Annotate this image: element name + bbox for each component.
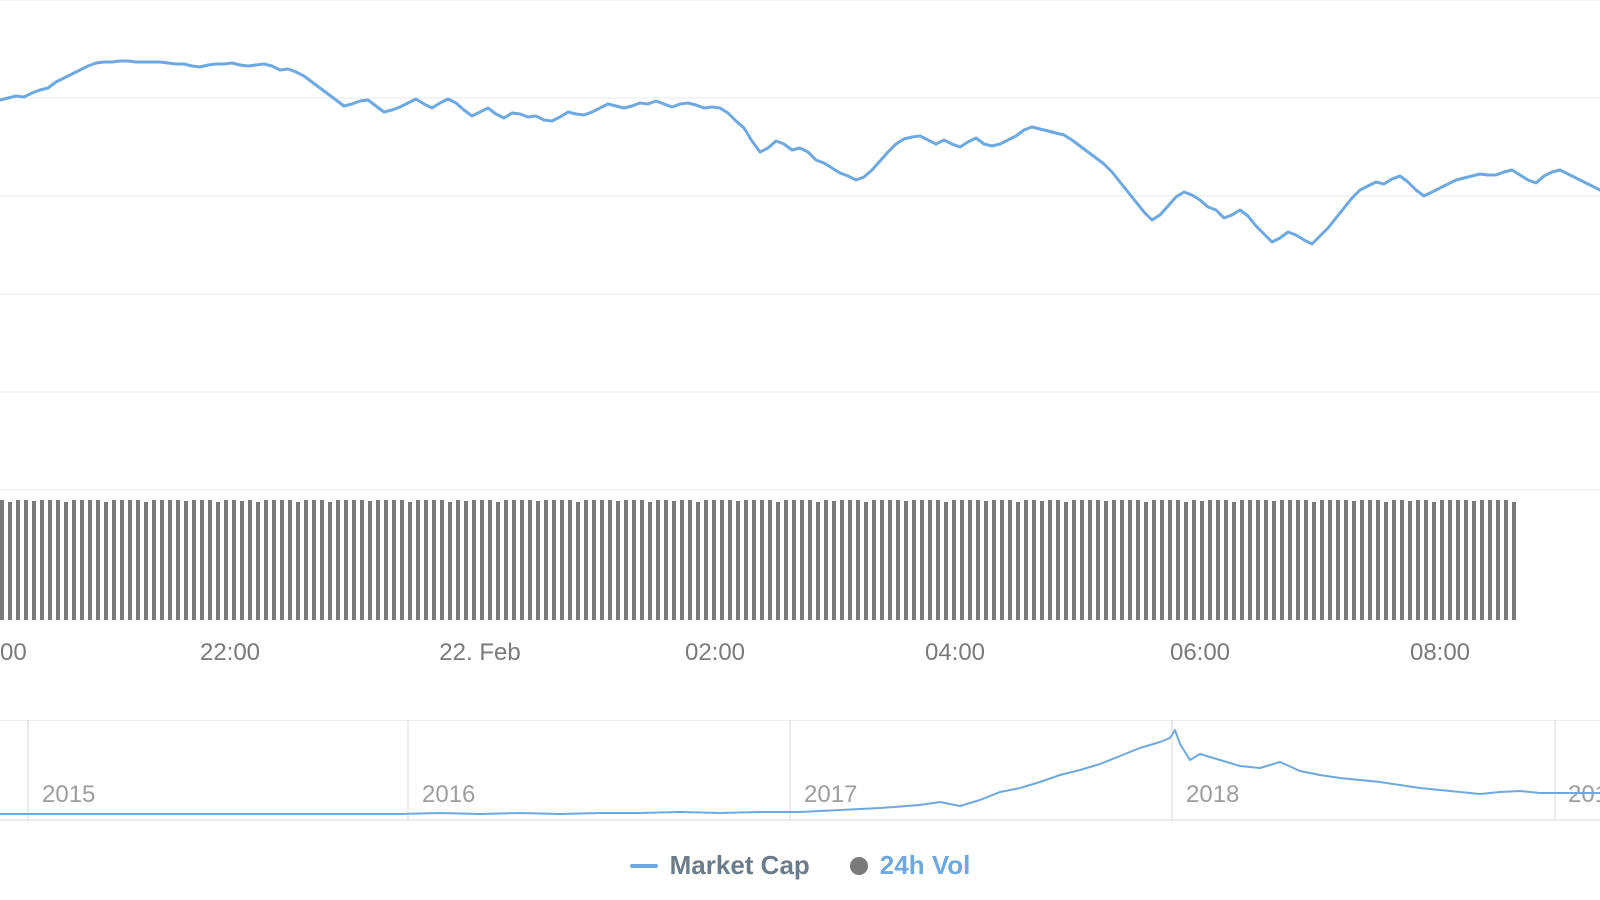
svg-text:08:00: 08:00 [1410,639,1470,666]
navigator-svg[interactable]: 2015 2016 2017 2018 201 [0,720,1600,830]
svg-text:2018: 2018 [1186,781,1239,808]
svg-text:02:00: 02:00 [685,639,745,666]
svg-text:2016: 2016 [422,781,475,808]
legend-label: Market Cap [670,850,810,881]
legend-label: 24h Vol [880,850,971,881]
legend-item-market-cap[interactable]: Market Cap [630,850,810,881]
svg-text:04:00: 04:00 [925,639,985,666]
svg-text:22. Feb: 22. Feb [439,639,520,666]
market-chart: 0022:0022. Feb02:0004:0006:0008:00 20152… [0,0,1600,900]
svg-text:2015: 2015 [42,781,95,808]
legend-item-24h-vol[interactable]: 24h Vol [850,850,971,881]
svg-text:06:00: 06:00 [1170,639,1230,666]
chart-legend: Market Cap 24h Vol [0,850,1600,881]
svg-text:22:00: 22:00 [200,639,260,666]
legend-dot-swatch [850,857,868,875]
legend-line-swatch [630,864,658,868]
svg-text:2017: 2017 [804,781,857,808]
svg-text:00: 00 [0,639,27,666]
main-chart-svg[interactable]: 00 22:00 22. Feb 02:00 04:00 06:00 08:00 [0,0,1600,720]
svg-text:201: 201 [1568,781,1600,808]
